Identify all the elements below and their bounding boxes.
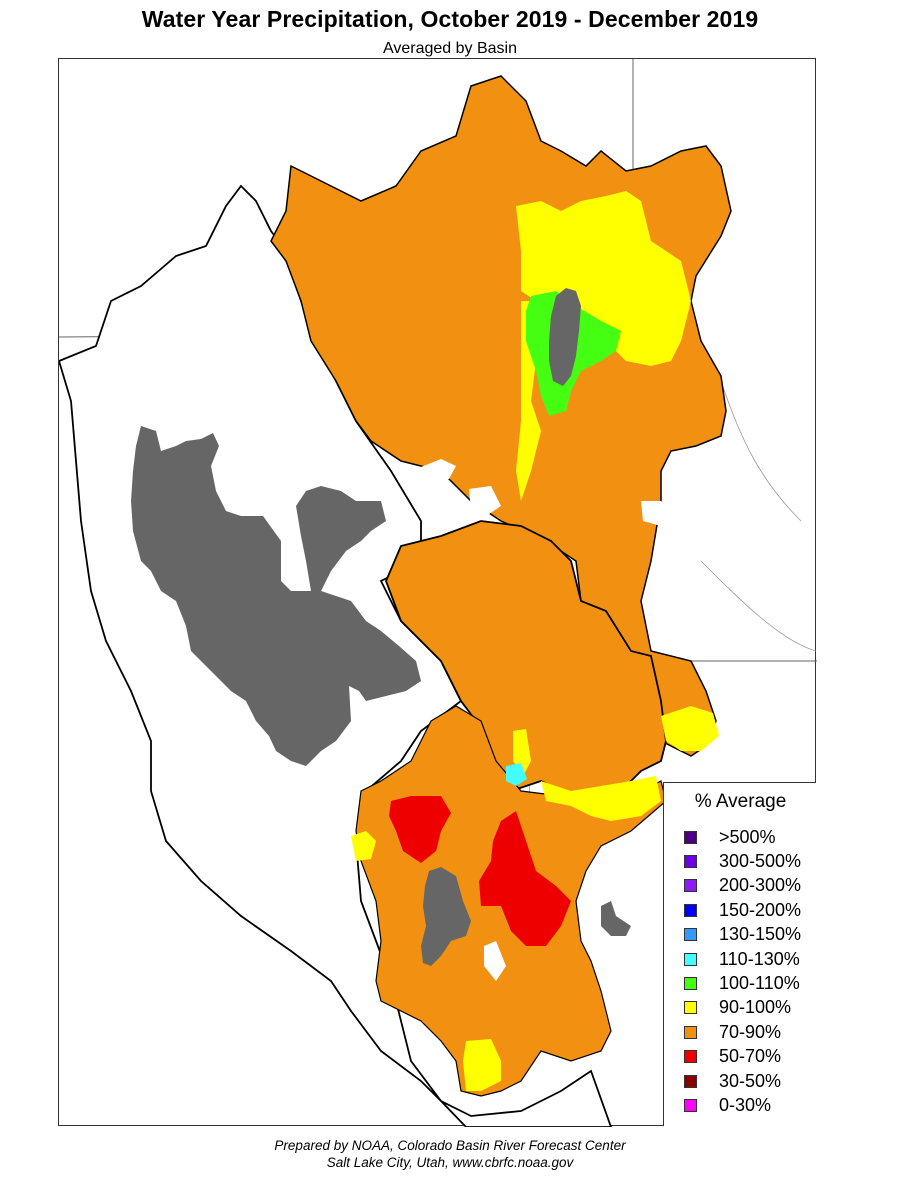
map-title: Water Year Precipitation, October 2019 -… [141,6,759,32]
utah-lake [421,867,471,966]
legend-swatch [684,952,697,966]
river-line [700,560,817,652]
legend-item: 200-300% [684,874,801,898]
cyan-area [506,763,527,786]
legend-label: 0-30% [719,1094,772,1115]
no-data-areas [416,459,673,981]
legend-item: 0-30% [684,1093,801,1117]
legend-item: 110-130% [684,947,801,971]
legend-label: 30-50% [719,1070,782,1091]
legend-item: 130-150% [684,923,801,947]
yellow-area-west [351,831,376,861]
strawberry-reservoir [601,901,631,936]
legend-item: 30-50% [684,1069,801,1093]
legend-swatch [684,977,697,991]
yellow-area-southeast [661,706,719,751]
legend-label: 130-150% [719,924,802,945]
yellow-areas [351,191,719,1091]
basin-map [59,59,817,1127]
legend-label: 70-90% [719,1021,782,1042]
legend-swatch [684,1074,697,1088]
footer-location: Salt Lake City, Utah, www.cbrfc.noaa.gov [326,1155,574,1170]
legend-item: >500% [684,825,801,849]
footer-credit: Prepared by NOAA, Colorado Basin River F… [274,1138,626,1153]
legend-item: 300-500% [684,849,801,873]
no-data-area [469,486,501,516]
legend-label: 110-130% [719,948,800,969]
lakes [131,288,631,966]
legend-label: 300-500% [719,851,802,872]
legend-label: >500% [719,826,776,847]
central-basin-orange [385,520,667,802]
legend-swatch [684,879,697,893]
legend-label: 90-100% [719,997,792,1018]
legend-list: >500% 300-500% 200-300% 150-200% 130-150% 110… [684,825,801,1118]
legend-swatch [684,1025,697,1039]
legend-item: 150-200% [684,898,801,922]
yellow-area-east [541,776,661,821]
legend-title: % Average [694,791,787,812]
legend-item: 90-100% [684,996,801,1020]
no-data-area [641,501,673,526]
yellow-area-upper [516,191,691,366]
no-data-area [484,941,506,981]
legend-swatch [684,830,697,844]
red-area-east [479,811,571,946]
legend-item: 100-110% [684,971,801,995]
red-areas [389,796,571,946]
legend-swatch [684,928,697,942]
map-frame [58,58,817,1127]
legend-swatch [684,1050,697,1064]
map-footer: Prepared by NOAA, Colorado Basin River F… [0,1137,900,1171]
legend-item: 50-70% [684,1045,801,1069]
no-data-area [416,459,456,479]
legend-swatch [684,1098,697,1112]
flaming-gorge-lake [549,288,581,386]
legend-label: 50-70% [719,1046,782,1067]
legend-swatch [684,855,697,869]
legend-item: 70-90% [684,1020,801,1044]
yellow-area-south [463,1039,501,1091]
river-line [720,380,802,522]
legend-swatch [684,903,697,917]
red-area-west [389,796,451,863]
legend-label: 100-110% [719,973,800,994]
legend-swatch [684,1001,697,1015]
legend-label: 150-200% [719,899,802,920]
legend-panel: % Average >500% 300-500% 200-300% 150-200% 1… [663,782,816,1126]
map-subtitle: Averaged by Basin [382,40,517,57]
great-salt-lake [131,426,421,766]
legend-label: 200-300% [719,875,802,896]
